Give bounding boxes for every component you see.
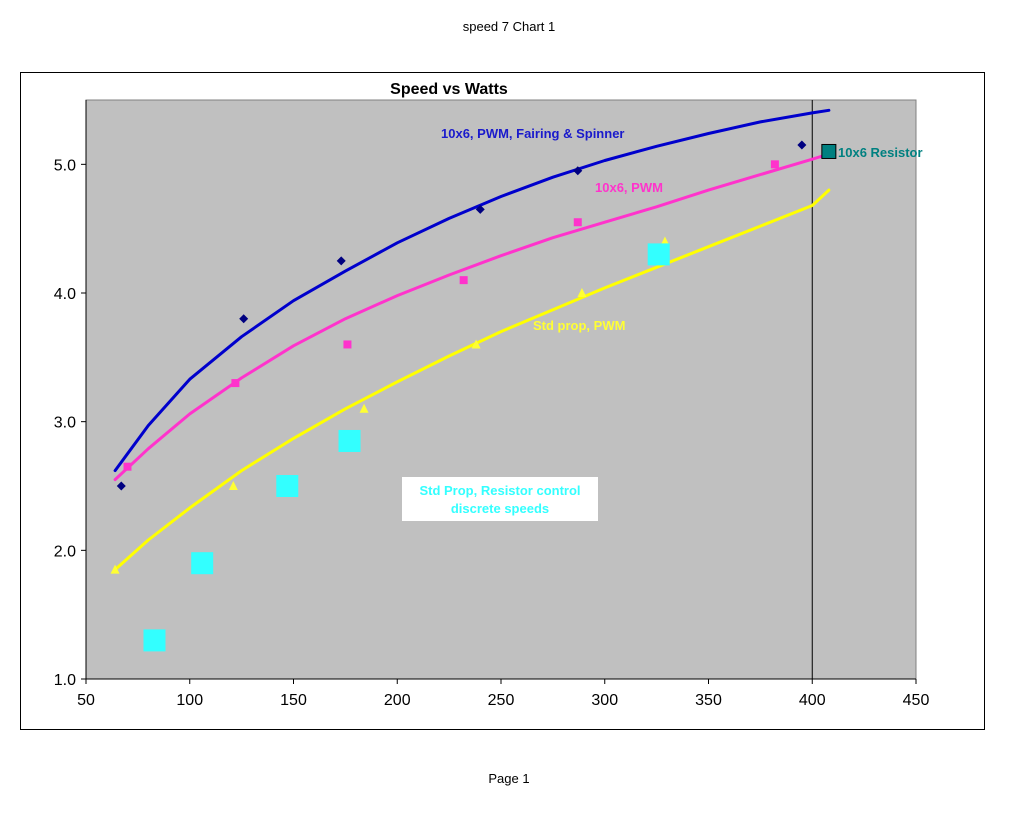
trendline-series-2	[113, 152, 831, 482]
x-tick-label: 300	[591, 692, 618, 709]
page-header: speed 7 Chart 1	[462, 19, 556, 34]
data-point-series-3	[110, 564, 120, 574]
data-point-series-1	[336, 256, 346, 266]
series-label-2: 10x6, PWM	[595, 180, 663, 195]
data-point-series-3	[471, 339, 481, 349]
x-tick-label: 350	[695, 692, 722, 709]
chart-title: Speed vs Watts	[390, 81, 508, 98]
data-point-series-2	[573, 218, 582, 227]
data-point-series-3	[660, 236, 670, 246]
series-labels: 10x6, PWM, Fairing & Spinner 10x6, PWM Std…	[402, 126, 923, 521]
data-point-series-3	[577, 288, 587, 297]
data-point-series-1	[116, 481, 126, 491]
data-point-series-2	[343, 340, 352, 349]
data-point-series-3	[359, 403, 369, 413]
data-point-series-2	[770, 160, 779, 169]
data-point-series-1	[475, 204, 485, 214]
x-tick-label: 400	[799, 692, 826, 709]
data-point-series-4	[338, 429, 361, 452]
x-tick-label: 50	[77, 692, 95, 709]
series-label-1: 10x6, PWM, Fairing & Spinner	[441, 126, 624, 141]
chart-frame: Speed vs Watts 50 100 150 200 250 300 350 400 45…	[20, 72, 985, 730]
series-label-5: 10x6 Resistor	[838, 145, 923, 160]
axes: 50 100 150 200 250 300 350 400 450 1.0 2.0 3.0 4.0 5.…	[54, 100, 930, 709]
trendline-series-1	[113, 108, 831, 473]
series-label-3: Std prop, PWM	[533, 318, 625, 333]
data-point-series-1	[573, 166, 583, 176]
x-tick-label: 450	[903, 692, 930, 709]
page-footer: Page 1	[488, 771, 530, 786]
x-tick-label: 100	[176, 692, 203, 709]
y-tick-label: 5.0	[54, 157, 76, 174]
data-point-series-1	[797, 140, 807, 150]
data-point-series-3	[228, 481, 238, 490]
resistor-label-box	[402, 477, 598, 521]
data-point-series-2	[123, 462, 132, 471]
x-tick-label: 250	[488, 692, 515, 709]
y-tick-label: 2.0	[54, 543, 76, 560]
series-label-4-line: discrete speeds	[451, 501, 549, 516]
data-point-series-4	[647, 243, 670, 266]
data-point-series-1	[239, 314, 249, 324]
data-point-series-2	[459, 276, 468, 285]
data-point-series-5	[821, 143, 837, 159]
data-point-series-2	[231, 379, 240, 388]
y-tick-label: 3.0	[54, 415, 76, 432]
chart-svg: Speed vs Watts 50 100 150 200 250 300 350 400 45…	[54, 81, 930, 709]
y-tick-label: 4.0	[54, 286, 76, 303]
data-points	[110, 140, 837, 652]
plot-area	[85, 99, 917, 680]
x-tick-label: 150	[280, 692, 307, 709]
data-point-series-4	[143, 629, 166, 652]
data-point-series-4	[276, 475, 299, 497]
series-label-4-line: Std Prop, Resistor control	[419, 483, 580, 498]
x-tick-label: 200	[384, 692, 411, 709]
data-point-series-4	[191, 552, 214, 575]
y-tick-label: 1.0	[54, 672, 76, 689]
